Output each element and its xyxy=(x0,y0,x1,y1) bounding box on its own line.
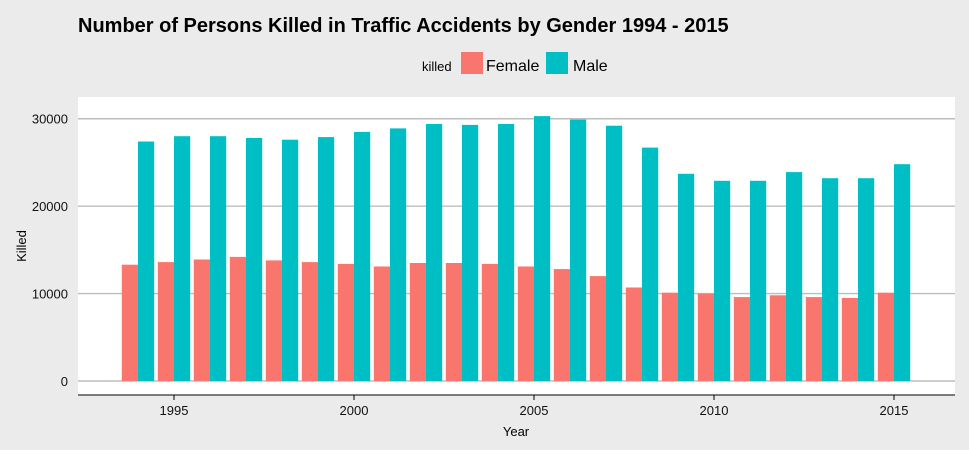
bar-male-1999 xyxy=(318,137,335,381)
bar-male-2008 xyxy=(642,147,659,381)
bar-female-2002 xyxy=(409,263,426,381)
bar-male-1996 xyxy=(210,136,227,381)
bar-male-2003 xyxy=(462,124,479,382)
bar-female-2014 xyxy=(841,298,858,381)
bar-male-2002 xyxy=(426,124,443,381)
bar-female-1995 xyxy=(157,262,174,381)
legend-key-female xyxy=(461,52,483,74)
bar-female-2010 xyxy=(697,293,714,381)
x-tick-label: 2010 xyxy=(700,403,729,418)
chart-title: Number of Persons Killed in Traffic Acci… xyxy=(78,15,729,37)
legend-label-female: Female xyxy=(486,58,539,75)
bar-female-2012 xyxy=(769,295,786,381)
y-axis-ticks: 0 10000 20000 30000 xyxy=(32,112,68,389)
bar-male-2009 xyxy=(678,173,695,381)
bar-female-1998 xyxy=(265,260,282,381)
legend-label-male: Male xyxy=(573,58,608,75)
y-tick-label: 10000 xyxy=(32,287,68,302)
bar-male-2010 xyxy=(714,180,731,381)
bar-female-2011 xyxy=(733,297,750,381)
y-tick-label: 0 xyxy=(61,374,68,389)
bar-male-2015 xyxy=(894,164,911,381)
x-tick-label: 2005 xyxy=(520,403,549,418)
bar-male-2007 xyxy=(606,125,623,381)
bar-female-2007 xyxy=(589,276,606,381)
bar-male-2011 xyxy=(750,180,767,381)
bar-male-1995 xyxy=(174,136,191,381)
bar-male-2013 xyxy=(822,178,839,381)
legend-key-male xyxy=(546,52,568,74)
bars xyxy=(121,116,911,382)
bar-female-1994 xyxy=(121,264,138,381)
x-tick-label: 2015 xyxy=(880,403,909,418)
bar-female-2005 xyxy=(517,266,534,381)
y-tick-label: 20000 xyxy=(32,199,68,214)
bar-male-2004 xyxy=(498,124,515,381)
bar-female-2015 xyxy=(877,292,894,381)
bar-female-2003 xyxy=(445,263,462,381)
bar-female-1997 xyxy=(229,256,246,381)
x-axis-ticks: 1995 2000 2005 2010 2015 xyxy=(160,395,909,418)
bar-female-1996 xyxy=(193,259,210,381)
legend: killed Female Male xyxy=(422,52,608,75)
bar-female-2000 xyxy=(337,263,354,381)
bar-male-2000 xyxy=(354,131,371,381)
bar-male-1994 xyxy=(138,141,155,381)
bar-female-2004 xyxy=(481,263,498,381)
y-axis-title: Killed xyxy=(14,230,29,262)
bar-male-2012 xyxy=(786,172,803,381)
bar-female-2001 xyxy=(373,266,390,381)
y-tick-label: 30000 xyxy=(32,112,68,127)
x-tick-label: 1995 xyxy=(160,403,189,418)
bar-female-2013 xyxy=(805,297,822,381)
x-axis-title: Year xyxy=(503,424,530,439)
legend-title: killed xyxy=(422,59,452,74)
bar-female-2008 xyxy=(625,287,642,381)
bar-male-1998 xyxy=(282,139,299,381)
bar-female-2009 xyxy=(661,292,678,381)
bar-female-1999 xyxy=(301,262,318,381)
bar-male-2001 xyxy=(390,128,407,381)
bar-male-2006 xyxy=(570,119,587,381)
bar-male-1997 xyxy=(246,138,263,381)
bar-male-2014 xyxy=(858,178,875,381)
bar-male-2005 xyxy=(534,116,551,381)
bar-female-2006 xyxy=(553,269,570,381)
x-tick-label: 2000 xyxy=(340,403,369,418)
